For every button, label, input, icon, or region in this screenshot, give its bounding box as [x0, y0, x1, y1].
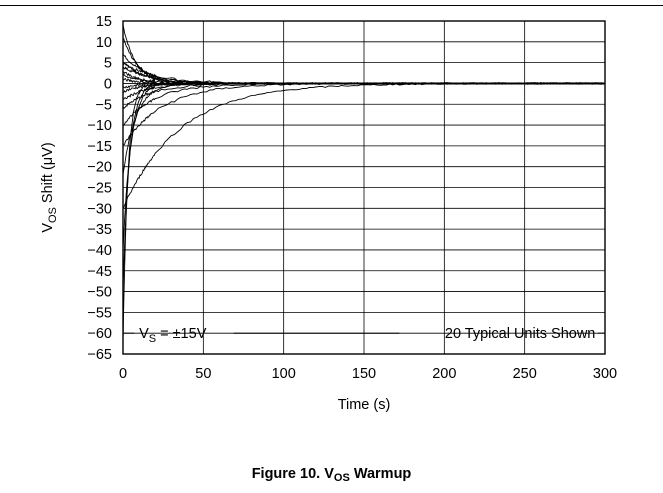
- x-tick-label: 50: [195, 366, 211, 382]
- y-tick-label: −20: [87, 160, 112, 176]
- x-tick-label: 250: [513, 366, 537, 382]
- y-tick-label: −45: [87, 264, 112, 280]
- y-tick-label: −35: [87, 222, 112, 238]
- top-rule: [0, 5, 663, 6]
- x-tick-labels: 0 50 100 150 200 250 300: [119, 366, 617, 382]
- x-tick-label: 200: [432, 366, 456, 382]
- supply-voltage-annotation: VS = ±15V: [123, 326, 400, 345]
- warmup-chart: 151050−5−10−15−20−25−30−35−40−45−50−55−6…: [40, 14, 617, 413]
- supply-voltage-label: VS = ±15V: [139, 326, 207, 345]
- figure-caption: Figure 10. VOS Warmup: [251, 466, 412, 484]
- y-tick-label: 5: [104, 56, 112, 72]
- series-line-17: [122, 82, 606, 209]
- y-tick-label: −30: [87, 201, 112, 217]
- y-tick-label: 0: [104, 76, 112, 92]
- units-shown-label: 20 Typical Units Shown: [445, 326, 595, 342]
- plot-frame: [122, 20, 606, 355]
- y-tick-label: −55: [87, 305, 112, 321]
- y-tick-label: −40: [87, 243, 112, 259]
- x-tick-label: 0: [119, 366, 127, 382]
- y-tick-label: −15: [87, 139, 112, 155]
- y-tick-label: −10: [87, 118, 112, 134]
- series-line-20: [122, 81, 606, 342]
- x-tick-label: 150: [352, 366, 376, 382]
- y-tick-label: −65: [87, 347, 112, 363]
- x-tick-label: 300: [593, 366, 617, 382]
- y-tick-label: −60: [87, 326, 112, 342]
- units-shown-annotation: 20 Typical Units Shown: [445, 326, 605, 342]
- y-tick-label: 10: [96, 35, 112, 51]
- y-tick-label: −5: [95, 97, 112, 113]
- series-group: [122, 25, 606, 342]
- y-tick-label: 15: [96, 14, 112, 30]
- grid-lines: [123, 21, 605, 354]
- y-tick-label: −50: [87, 285, 112, 301]
- y-axis-title: VOS Shift (μV): [40, 142, 59, 232]
- y-tick-label: −25: [87, 181, 112, 197]
- x-axis-title: Time (s): [338, 397, 391, 413]
- x-tick-label: 100: [272, 366, 296, 382]
- y-tick-labels: 15 10 5 0 −5 −10 −15 −20 −25 −30 −35 −40 −45 −50 −55 −6…: [87, 14, 112, 363]
